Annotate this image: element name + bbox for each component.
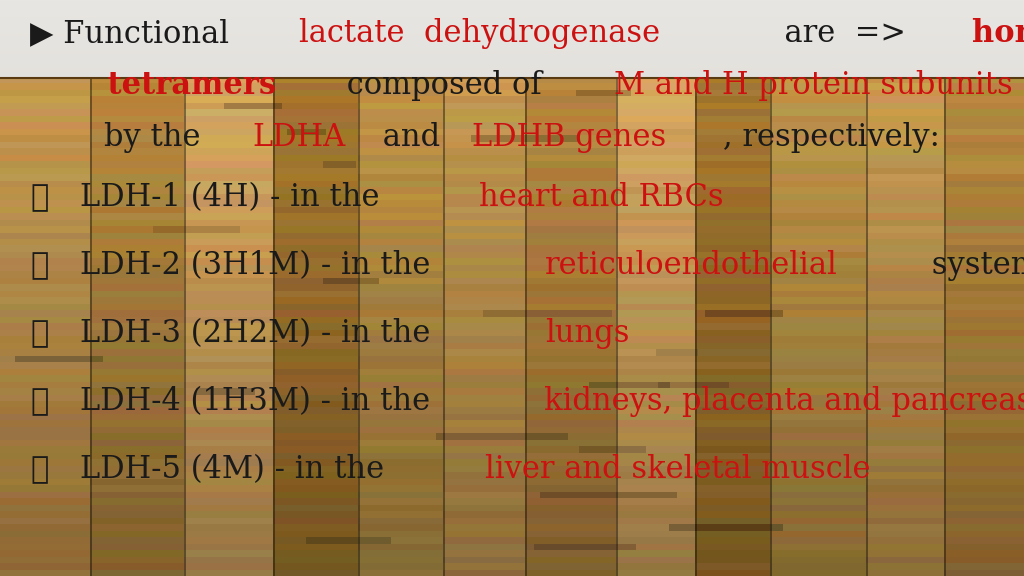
Text: ▶ Functional: ▶ Functional [30,18,239,49]
Text: heart and RBCs: heart and RBCs [479,182,724,213]
Text: are  =>: are => [765,18,926,49]
Text: ❖: ❖ [30,182,48,213]
Text: tetramers: tetramers [65,70,276,101]
Text: and: and [373,122,450,153]
Text: homo  or  hetero: homo or hetero [972,18,1024,49]
Text: ❖: ❖ [30,250,48,281]
Text: LDH-5 (4M) - in the: LDH-5 (4M) - in the [80,454,394,485]
Text: LDH-3 (2H2M) - in the: LDH-3 (2H2M) - in the [80,318,440,349]
Text: LDHB genes: LDHB genes [472,122,667,153]
Text: LDHA: LDHA [253,122,346,153]
Text: by the: by the [65,122,210,153]
Text: reticuloendothelial: reticuloendothelial [545,250,838,281]
Text: , respectively:: , respectively: [723,122,939,153]
Text: liver and skeletal muscle: liver and skeletal muscle [485,454,870,485]
Text: M and H protein subunits =>: M and H protein subunits => [614,70,1024,101]
Text: LDH-1 (4H) - in the: LDH-1 (4H) - in the [80,182,389,213]
Text: ❖: ❖ [30,386,48,417]
Text: system: system [923,250,1024,281]
Text: lactate  dehydrogenase: lactate dehydrogenase [299,18,660,49]
Text: ❖: ❖ [30,318,48,349]
Text: kidneys, placenta and pancreas: kidneys, placenta and pancreas [545,386,1024,417]
Text: LDH-4 (1H3M) - in the: LDH-4 (1H3M) - in the [80,386,440,417]
Text: lungs: lungs [545,318,629,349]
Text: ❖: ❖ [30,454,48,485]
Text: composed of: composed of [338,70,552,101]
Text: LDH-2 (3H1M) - in the: LDH-2 (3H1M) - in the [80,250,440,281]
